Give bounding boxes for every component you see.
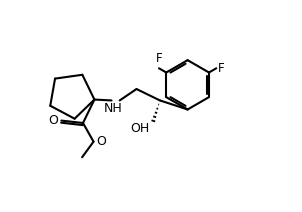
- Text: OH: OH: [130, 122, 149, 135]
- Text: O: O: [96, 135, 106, 148]
- Text: NH: NH: [104, 102, 122, 115]
- Text: F: F: [218, 62, 225, 75]
- Text: F: F: [156, 52, 162, 65]
- Text: O: O: [48, 114, 58, 127]
